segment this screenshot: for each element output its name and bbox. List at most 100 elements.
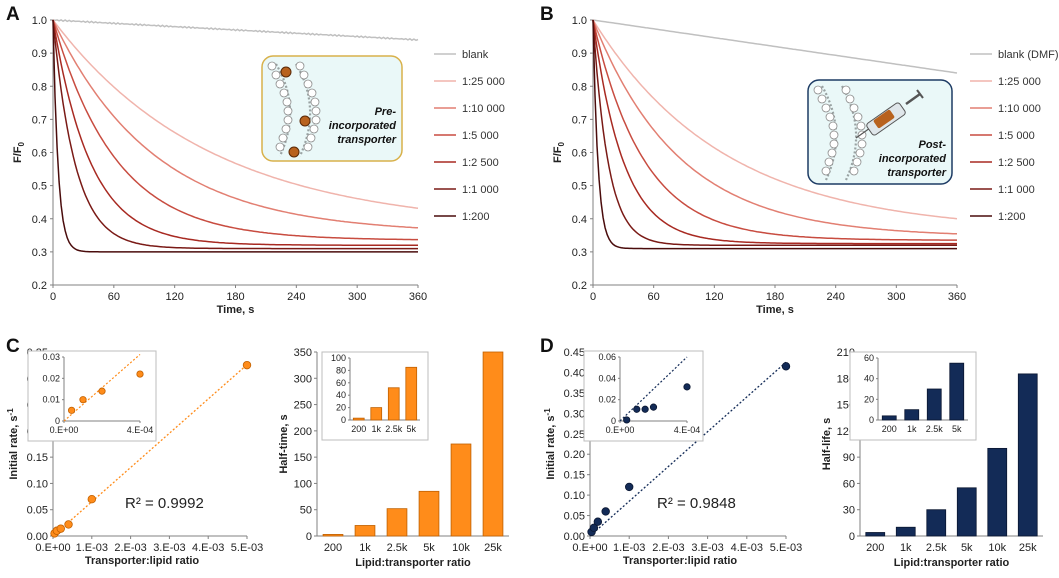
chart-d-inset-xtick-label: 1k [907,424,917,434]
chart-a-ytick-label: 0.6 [32,148,47,160]
chart-b-series-line [592,19,957,246]
chart-b-legend-label: 1:25 000 [998,76,1041,88]
chart-c-ytick-label: 250 [294,400,312,412]
chart-a-series-line [52,19,418,246]
chart-b-legend-label: 1:1 000 [998,184,1035,196]
chart-d-inset-ytick-label: 60 [864,353,874,363]
chart-d-xtick-label: 2.5k [926,542,947,554]
chart-c-bar [482,351,504,537]
chart-c-inset-data-point [68,406,76,414]
illustration-b-caption-line3: transporter [887,167,946,179]
chart-d-y-axis-title: Half-life, s [821,418,833,471]
chart-d-inset-bar [904,409,920,421]
chart-d-ytick-label: 0.10 [564,490,585,502]
chart-c-ytick-label: 0.05 [27,505,48,517]
chart-d-x-axis-title: Lipid:transporter ratio [894,557,1010,569]
chart-d-xtick-label: 25k [1019,542,1037,554]
chart-b-xtick-label: 360 [948,291,966,303]
lipid-bilayer-icon [813,85,867,181]
chart-c-inset-xtick-label: 2.5k [385,424,403,434]
chart-b-legend-label: 1:5 000 [998,130,1035,142]
chart-c-xtick-label: 3.E-03 [153,542,185,554]
chart-c-inset-trendline [63,353,141,422]
chart-a-ytick-label: 1.0 [32,15,47,27]
chart-c-inset-ytick-label: 0 [341,415,346,425]
chart-c-xtick-label: 5.E-03 [231,542,263,554]
chart-a-ytick-label: 0.2 [32,280,47,292]
chart-d-ytick-label: 0.30 [564,408,585,420]
chart-c-bar [450,443,472,537]
chart-c-inset-bar [352,417,365,421]
illustration-b-caption-line2: incorporated [879,153,947,165]
panel-label-b: B [540,4,554,25]
chart-c-bar [354,525,376,537]
chart-a-legend-label: 1:25 000 [462,76,505,88]
chart-c-ytick-label: 0.15 [27,452,48,464]
chart-c-xtick-label: 4.E-03 [192,542,224,554]
chart-d-xtick-label: 5k [961,542,973,554]
chart-b-xtick-label: 60 [648,291,660,303]
chart-b-ytick-label: 0.5 [572,181,587,193]
chart-d-y-axis-title: Initial rate, s-1 [543,408,557,480]
chart-d-inset-data-point [641,405,649,413]
chart-b-xtick-label: 120 [705,291,723,303]
chart-b-legend-label: 1:10 000 [998,103,1041,115]
chart-b-xtick-label: 240 [826,291,844,303]
chart-c-inset-data-point [136,370,144,378]
chart-d-bar [865,532,886,537]
panel-label-a: A [6,4,20,25]
chart-a-xtick-label: 180 [226,291,244,303]
transporter-molecule-icon [280,66,311,158]
chart-d-x-axis-title: Transporter:lipid ratio [623,555,738,567]
chart-c-ytick-label: 350 [294,347,312,359]
chart-c-inset-ytick-label: 0.01 [42,395,60,405]
chart-c-y-axis-title: Half-time, s [278,414,290,473]
chart-a-series-line [52,19,419,209]
chart-c-inset-ytick-label: 40 [336,390,346,400]
chart-b-series-line [592,19,957,250]
chart-d-r-squared: R² = 0.9848 [657,495,736,512]
chart-a-xtick-label: 240 [287,291,305,303]
illustration-a-frame [261,55,403,162]
lipid-bilayer-icon [267,61,321,157]
chart-d-inset-ytick-label: 40 [864,374,874,384]
chart-d-inset-ytick-label: 0 [869,415,874,425]
chart-c-inset-xtick-label: 200 [351,424,366,434]
chart-a-y-axis-title: F/F0 [12,141,26,163]
chart-d-ytick-label: 30 [843,505,855,517]
chart-a-ytick-label: 0.9 [32,48,47,60]
chart-d-data-point [589,523,599,533]
chart-c-xtick-label: 2.E-03 [114,542,146,554]
chart-b-xtick-label: 0 [590,291,596,303]
chart-d-xtick-label: 1k [900,542,912,554]
chart-a-xtick-label: 0 [50,291,56,303]
chart-c-trendline [52,364,248,537]
chart-d-inset-xtick-label: 2.5k [926,424,944,434]
chart-a-series-line [52,19,418,250]
chart-d-inset-data-point [633,405,641,413]
chart-c-x-axis-title: Lipid:transporter ratio [355,557,471,569]
chart-b-legend-label: 1:2 500 [998,157,1035,169]
chart-d-inset-ytick-label: 20 [864,394,874,404]
chart-d-data-point [601,507,610,516]
chart-c-inset-ytick-label: 0.02 [42,373,60,383]
chart-d-ytick-label: 0 [849,531,855,543]
chart-d-ytick-label: 0.25 [564,429,585,441]
syringe-icon [855,89,924,139]
chart-c-inset-xtick-label: 4.E-04 [127,425,154,435]
chart-a-ytick-label: 0.4 [32,214,47,226]
chart-c-ytick-label: 0 [306,531,312,543]
chart-b-ytick-label: 0.3 [572,247,587,259]
panel-label-d: D [540,336,554,357]
chart-a-ytick-label: 0.3 [32,247,47,259]
chart-c-ytick-label: 150 [294,452,312,464]
chart-c-inset-ytick-label: 0.03 [42,352,60,362]
chart-d-xtick-label: 5.E-03 [770,542,802,554]
chart-d-ytick-label: 0.00 [564,531,585,543]
chart-b-series-line [592,19,958,220]
chart-c-inset-ytick-label: 20 [336,403,346,413]
chart-a-series-line [52,19,418,253]
chart-b-ytick-label: 0.7 [572,114,587,126]
chart-d-data-point [781,362,791,371]
